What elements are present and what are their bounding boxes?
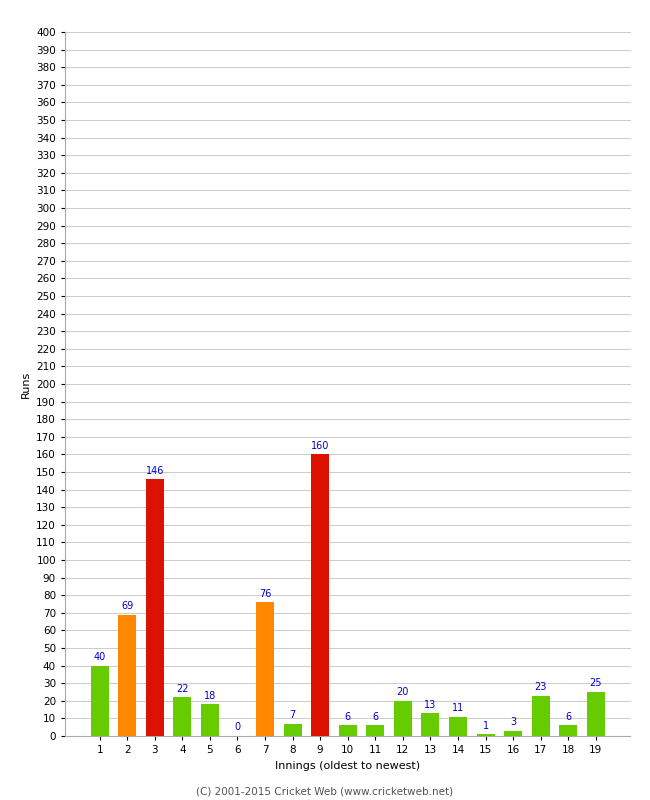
Text: 22: 22 (176, 684, 188, 694)
Text: 6: 6 (344, 712, 351, 722)
Text: (C) 2001-2015 Cricket Web (www.cricketweb.net): (C) 2001-2015 Cricket Web (www.cricketwe… (196, 786, 454, 796)
Bar (174, 698, 191, 736)
Text: 0: 0 (235, 722, 240, 733)
Text: 20: 20 (396, 687, 409, 698)
Bar (339, 726, 357, 736)
Bar (421, 713, 439, 736)
Text: 11: 11 (452, 703, 464, 713)
Bar (118, 614, 136, 736)
Text: 160: 160 (311, 441, 330, 451)
Text: 25: 25 (590, 678, 602, 689)
Text: 146: 146 (146, 466, 164, 475)
Bar (367, 726, 384, 736)
Bar (504, 730, 522, 736)
Bar (449, 717, 467, 736)
Bar (532, 695, 550, 736)
Bar (91, 666, 109, 736)
Bar (559, 726, 577, 736)
Text: 6: 6 (372, 712, 378, 722)
Bar (283, 724, 302, 736)
X-axis label: Innings (oldest to newest): Innings (oldest to newest) (275, 761, 421, 770)
Bar (146, 479, 164, 736)
Text: 1: 1 (482, 721, 489, 730)
Text: 6: 6 (566, 712, 571, 722)
Y-axis label: Runs: Runs (21, 370, 31, 398)
Text: 3: 3 (510, 717, 516, 727)
Bar (476, 734, 495, 736)
Text: 76: 76 (259, 589, 271, 598)
Bar (394, 701, 412, 736)
Text: 18: 18 (204, 690, 216, 701)
Text: 69: 69 (121, 601, 133, 611)
Bar (311, 454, 329, 736)
Text: 23: 23 (534, 682, 547, 692)
Text: 7: 7 (289, 710, 296, 720)
Text: 40: 40 (94, 652, 106, 662)
Bar (587, 692, 605, 736)
Text: 13: 13 (424, 699, 437, 710)
Bar (201, 704, 219, 736)
Bar (256, 602, 274, 736)
